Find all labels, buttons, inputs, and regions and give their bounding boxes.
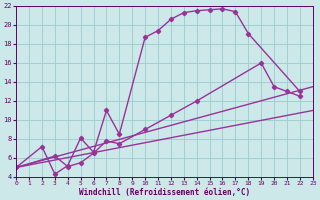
X-axis label: Windchill (Refroidissement éolien,°C): Windchill (Refroidissement éolien,°C): [79, 188, 250, 197]
